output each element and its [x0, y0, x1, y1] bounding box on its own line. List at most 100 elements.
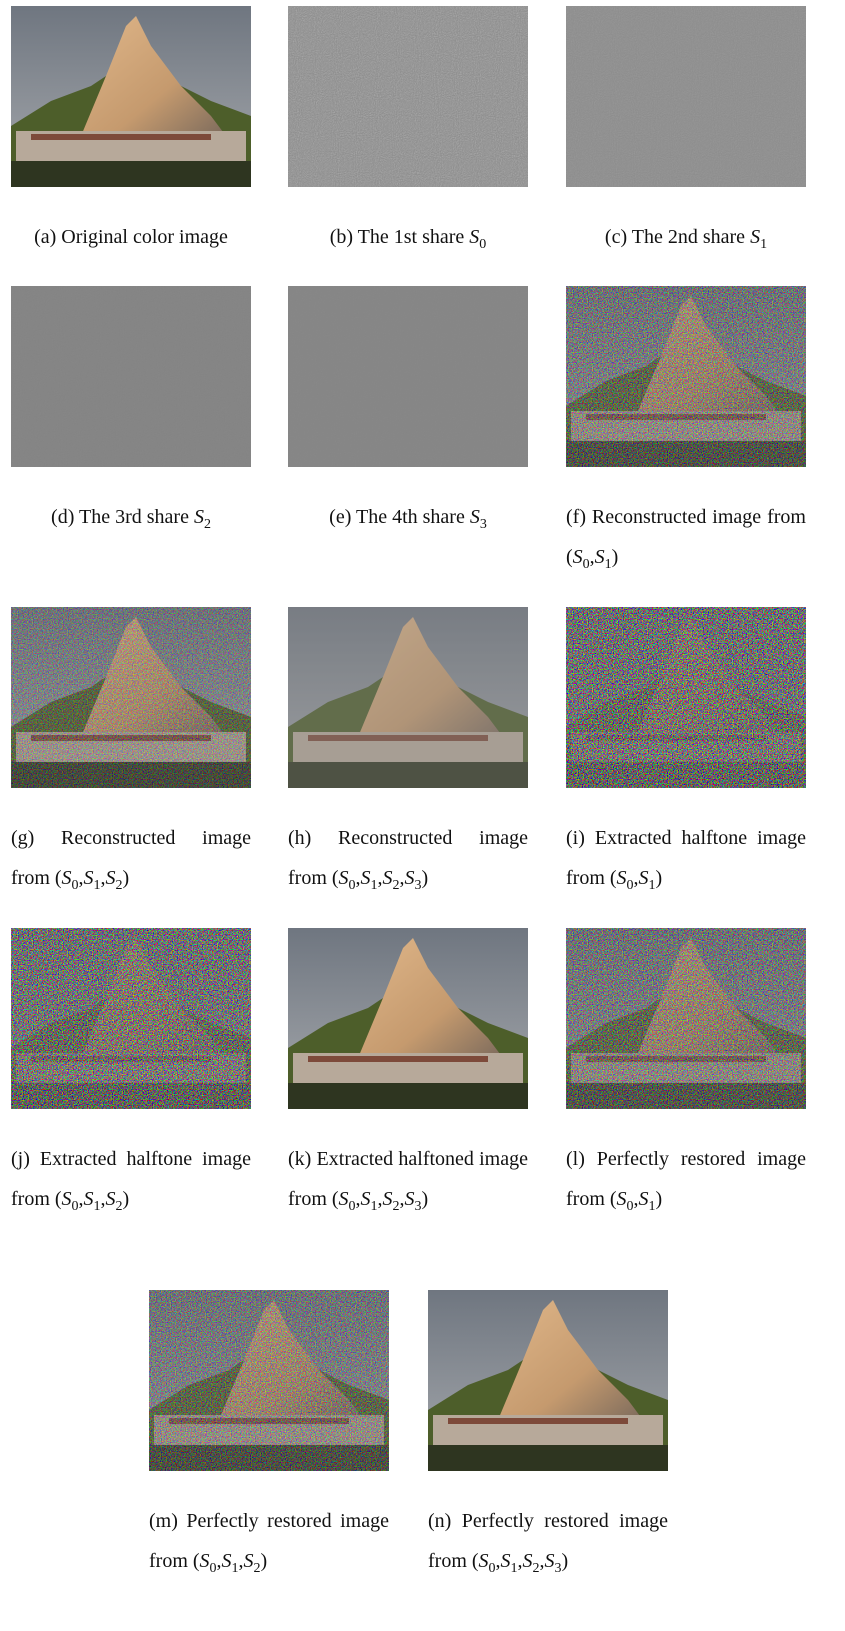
math-subscript: 0 [489, 1561, 496, 1576]
math-symbol: S [62, 1188, 72, 1210]
caption-math: S2 [244, 1550, 261, 1572]
color-noise [566, 607, 806, 788]
math-subscript: 0 [479, 237, 486, 252]
math-subscript: 2 [204, 517, 211, 532]
caption-math: S1 [501, 1550, 518, 1572]
math-symbol: S [501, 1550, 511, 1572]
caption: (k) Extracted halftoned image from (S0,S… [288, 1139, 528, 1219]
math-symbol: S [573, 546, 583, 568]
math-subscript: 1 [649, 1199, 656, 1214]
ground [11, 161, 251, 187]
caption-text: (c) The 2nd share [605, 226, 750, 248]
caption: (a) Original color image [11, 217, 251, 257]
math-subscript: 3 [415, 878, 422, 893]
caption-math: S0 [469, 226, 486, 248]
panel-image [149, 1290, 389, 1471]
math-symbol: S [194, 506, 204, 528]
panel-image [566, 607, 806, 788]
caption-math: S0 [573, 546, 590, 568]
panel: (d) The 3rd share S2 [11, 286, 251, 537]
caption: (e) The 4th share S3 [288, 497, 528, 537]
caption-math: S1 [639, 867, 656, 889]
caption-math: S1 [361, 1188, 378, 1210]
panel-image [566, 928, 806, 1109]
caption: (d) The 3rd share S2 [11, 497, 251, 537]
math-symbol: S [361, 1188, 371, 1210]
caption-math: S2 [106, 867, 123, 889]
panel: (e) The 4th share S3 [288, 286, 528, 537]
color-noise [566, 928, 806, 1109]
math-symbol: S [523, 1550, 533, 1572]
math-symbol: S [750, 226, 760, 248]
caption-math: S3 [405, 867, 422, 889]
caption-math: S3 [470, 506, 487, 528]
caption-math: S0 [479, 1550, 496, 1572]
math-subscript: 0 [627, 1199, 634, 1214]
caption-math: S1 [84, 1188, 101, 1210]
math-subscript: 2 [116, 1199, 123, 1214]
math-symbol: S [617, 1188, 627, 1210]
caption-text: (a) Original color image [34, 226, 228, 248]
math-symbol: S [383, 1188, 393, 1210]
color-noise [566, 286, 806, 467]
ground [288, 1083, 528, 1109]
math-subscript: 2 [533, 1561, 540, 1576]
color-noise [11, 607, 251, 788]
panel-image [288, 286, 528, 467]
caption-math: S2 [194, 506, 211, 528]
caption-math: S0 [617, 867, 634, 889]
math-subscript: 2 [393, 1199, 400, 1214]
math-subscript: 3 [415, 1199, 422, 1214]
panel: (f) Reconstructed image from (S0,S1) [566, 286, 806, 577]
gray-noise [288, 6, 528, 187]
panel: (g) Reconstructed image from (S0,S1,S2) [11, 607, 251, 898]
caption: (h) Reconstructed image from (S0,S1,S2,S… [288, 818, 528, 898]
panel: (c) The 2nd share S1 [566, 6, 806, 257]
caption: (f) Reconstructed image from (S0,S1) [566, 497, 806, 577]
math-symbol: S [62, 867, 72, 889]
caption-text: (l) Perfectly restored image from ( [566, 1148, 806, 1210]
math-symbol: S [106, 867, 116, 889]
panel: (a) Original color image [11, 6, 251, 257]
math-subscript: 0 [349, 878, 356, 893]
caption-text: ) [422, 867, 429, 889]
math-subscript: 1 [94, 878, 101, 893]
panel: (b) The 1st share S0 [288, 6, 528, 257]
math-subscript: 3 [480, 517, 487, 532]
caption-math: S2 [106, 1188, 123, 1210]
caption-math: S0 [62, 867, 79, 889]
math-subscript: 0 [627, 878, 634, 893]
color-noise [149, 1290, 389, 1471]
caption-text: (b) The 1st share [330, 226, 470, 248]
caption-math: S1 [361, 867, 378, 889]
panel: (m) Perfectly restored image from (S0,S1… [149, 1290, 389, 1581]
math-symbol: S [545, 1550, 555, 1572]
caption-math: S1 [84, 867, 101, 889]
panel-image [428, 1290, 668, 1471]
caption-math: S1 [595, 546, 612, 568]
math-subscript: 0 [72, 1199, 79, 1214]
gray-noise [288, 286, 528, 467]
math-symbol: S [617, 867, 627, 889]
math-symbol: S [595, 546, 605, 568]
caption-text: ) [422, 1188, 429, 1210]
math-symbol: S [479, 1550, 489, 1572]
caption-text: (i) Extracted halftone image from ( [566, 827, 806, 889]
roofs [308, 1056, 488, 1062]
caption-text: ) [562, 1550, 569, 1572]
caption-math: S3 [405, 1188, 422, 1210]
math-subscript: 0 [349, 1199, 356, 1214]
math-symbol: S [470, 506, 480, 528]
math-symbol: S [200, 1550, 210, 1572]
math-subscript: 1 [371, 1199, 378, 1214]
panel-image [566, 286, 806, 467]
panel: (k) Extracted halftoned image from (S0,S… [288, 928, 528, 1219]
caption: (b) The 1st share S0 [288, 217, 528, 257]
math-symbol: S [383, 867, 393, 889]
math-symbol: S [361, 867, 371, 889]
math-symbol: S [639, 1188, 649, 1210]
roofs [31, 134, 211, 140]
caption-math: S0 [617, 1188, 634, 1210]
math-subscript: 1 [371, 878, 378, 893]
caption: (g) Reconstructed image from (S0,S1,S2) [11, 818, 251, 898]
